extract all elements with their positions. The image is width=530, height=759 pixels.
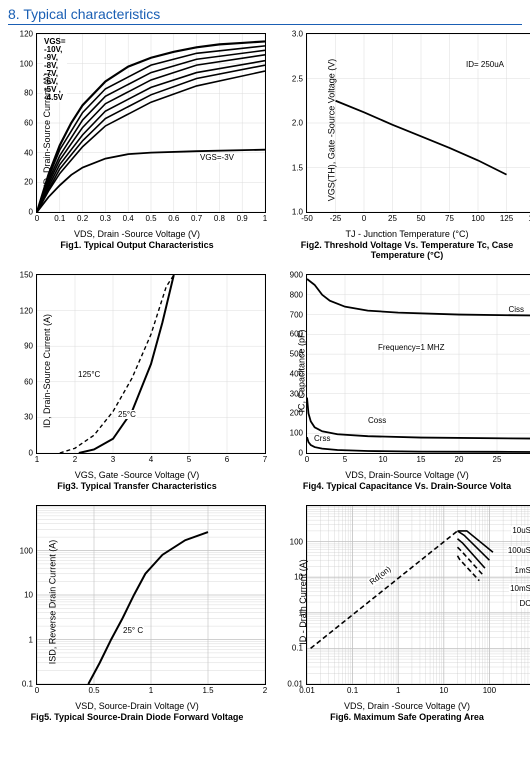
fig3-panel: 125°C 25°C 0306090120150 1234567 ID, Dra… xyxy=(8,274,266,491)
fig1-xlabel: VDS, Drain -Source Voltage (V) xyxy=(74,229,200,239)
fig3-ylabel: ID, Drain-Source Current (A) xyxy=(42,314,52,428)
fig3-annot-25c: 25°C xyxy=(117,410,137,419)
fig1-panel: VGS= -10V, -9V, -8V, -7V, -6V, -5V , -4.… xyxy=(8,33,266,260)
fig6-label-100us: 100uS xyxy=(507,546,530,555)
fig4-caption: Fig4. Typical Capacitance Vs. Drain-Sour… xyxy=(303,481,511,491)
fig1-caption: Fig1. Typical Output Characteristics xyxy=(60,240,213,250)
fig5-ylabel: ISD, Reverse Drain Current (A) xyxy=(47,540,57,665)
fig4-annot-freq: Frequency=1 MHZ xyxy=(377,343,445,352)
fig1-ylabel: ID, Drain-Source Current (A) xyxy=(42,73,52,187)
fig2-caption: Fig2. Threshold Voltage Vs. Temperature … xyxy=(278,240,530,260)
fig6-label-10us: 10uS xyxy=(511,526,530,535)
fig6-label-10ms: 10mS xyxy=(509,584,530,593)
fig5-annot-25c: 25° C xyxy=(122,626,144,635)
fig6-ylabel: ID - Drain Current (A) xyxy=(298,559,308,645)
fig3-caption: Fig3. Typical Transfer Characteristics xyxy=(57,481,216,491)
fig6-xlabel: VDS, Drain -Source Voltage (V) xyxy=(344,701,470,711)
fig2-ylabel: VGS(TH), Gate -Source Voltage (V) xyxy=(326,59,336,202)
fig4-ylabel: IC, Capacitance (pF) xyxy=(297,329,307,412)
fig1-annot-vgs3: VGS=-3V xyxy=(199,153,235,162)
fig5-caption: Fig5. Typical Source-Drain Diode Forward… xyxy=(31,712,244,722)
fig3-annot-125c: 125°C xyxy=(77,370,101,379)
fig5-panel: 25° C 0.1110100 00.511.52 ISD, Reverse D… xyxy=(8,505,266,722)
fig2-annot-id: ID= 250uA xyxy=(465,60,505,69)
fig2-xlabel: TJ - Junction Temperature (°C) xyxy=(346,229,469,239)
fig6-label-1ms: 1mS xyxy=(514,566,530,575)
fig6-panel: Rd(on) 10uS 100uS 1mS 10mS DC 0.010.1110… xyxy=(278,505,530,722)
fig4-panel: Ciss Frequency=1 MHZ Coss Crss 010020030… xyxy=(278,274,530,491)
fig5-xlabel: VSD, Source-Drain Voltage (V) xyxy=(75,701,199,711)
fig6-label-dc: DC xyxy=(518,599,530,608)
fig4-label-ciss: Ciss xyxy=(507,305,525,314)
fig6-caption: Fig6. Maximum Safe Operating Area xyxy=(330,712,484,722)
fig2-chart: ID= 250uA 1.01.52.02.53.0 -50-2502550751… xyxy=(306,33,530,213)
fig4-chart: Ciss Frequency=1 MHZ Coss Crss 010020030… xyxy=(306,274,530,454)
fig4-xlabel: VDS, Drain-Source Voltage (V) xyxy=(345,470,469,480)
fig3-xlabel: VGS, Gate -Source Voltage (V) xyxy=(75,470,200,480)
fig6-chart: Rd(on) 10uS 100uS 1mS 10mS DC 0.010.1110… xyxy=(306,505,530,685)
section-title: 8. Typical characteristics xyxy=(8,6,522,25)
fig2-panel: ID= 250uA 1.01.52.02.53.0 -50-2502550751… xyxy=(278,33,530,260)
fig4-label-crss: Crss xyxy=(313,434,331,443)
fig4-label-coss: Coss xyxy=(367,416,387,425)
charts-grid: VGS= -10V, -9V, -8V, -7V, -6V, -5V , -4.… xyxy=(8,33,522,722)
fig3-chart: 125°C 25°C 0306090120150 1234567 xyxy=(36,274,266,454)
fig1-chart: VGS= -10V, -9V, -8V, -7V, -6V, -5V , -4.… xyxy=(36,33,266,213)
fig5-chart: 25° C 0.1110100 00.511.52 xyxy=(36,505,266,685)
